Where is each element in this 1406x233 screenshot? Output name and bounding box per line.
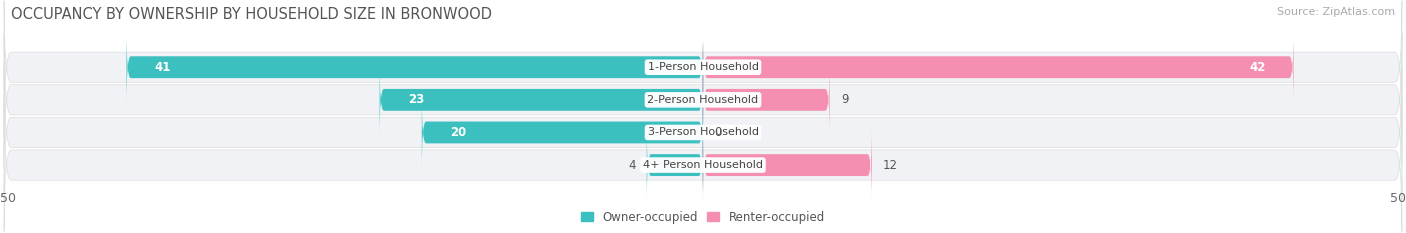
Legend: Owner-occupied, Renter-occupied: Owner-occupied, Renter-occupied (581, 211, 825, 224)
Text: 50: 50 (0, 192, 15, 205)
FancyBboxPatch shape (127, 29, 703, 105)
FancyBboxPatch shape (647, 127, 703, 203)
FancyBboxPatch shape (703, 62, 830, 138)
FancyBboxPatch shape (703, 29, 1294, 105)
Text: 4: 4 (628, 159, 636, 171)
Text: 41: 41 (155, 61, 172, 74)
Text: 9: 9 (841, 93, 848, 106)
Text: 42: 42 (1249, 61, 1265, 74)
Text: 4+ Person Household: 4+ Person Household (643, 160, 763, 170)
FancyBboxPatch shape (4, 33, 1402, 166)
FancyBboxPatch shape (703, 127, 872, 203)
FancyBboxPatch shape (4, 99, 1402, 232)
FancyBboxPatch shape (4, 1, 1402, 134)
FancyBboxPatch shape (4, 66, 1402, 199)
Text: 0: 0 (714, 126, 721, 139)
FancyBboxPatch shape (422, 94, 703, 171)
Text: 3-Person Household: 3-Person Household (648, 127, 758, 137)
Text: Source: ZipAtlas.com: Source: ZipAtlas.com (1277, 7, 1395, 17)
Text: 50: 50 (1391, 192, 1406, 205)
Text: 2-Person Household: 2-Person Household (647, 95, 759, 105)
Text: 12: 12 (883, 159, 898, 171)
FancyBboxPatch shape (380, 62, 703, 138)
Text: 20: 20 (450, 126, 467, 139)
Text: 1-Person Household: 1-Person Household (648, 62, 758, 72)
Text: 23: 23 (408, 93, 425, 106)
Text: OCCUPANCY BY OWNERSHIP BY HOUSEHOLD SIZE IN BRONWOOD: OCCUPANCY BY OWNERSHIP BY HOUSEHOLD SIZE… (11, 7, 492, 22)
